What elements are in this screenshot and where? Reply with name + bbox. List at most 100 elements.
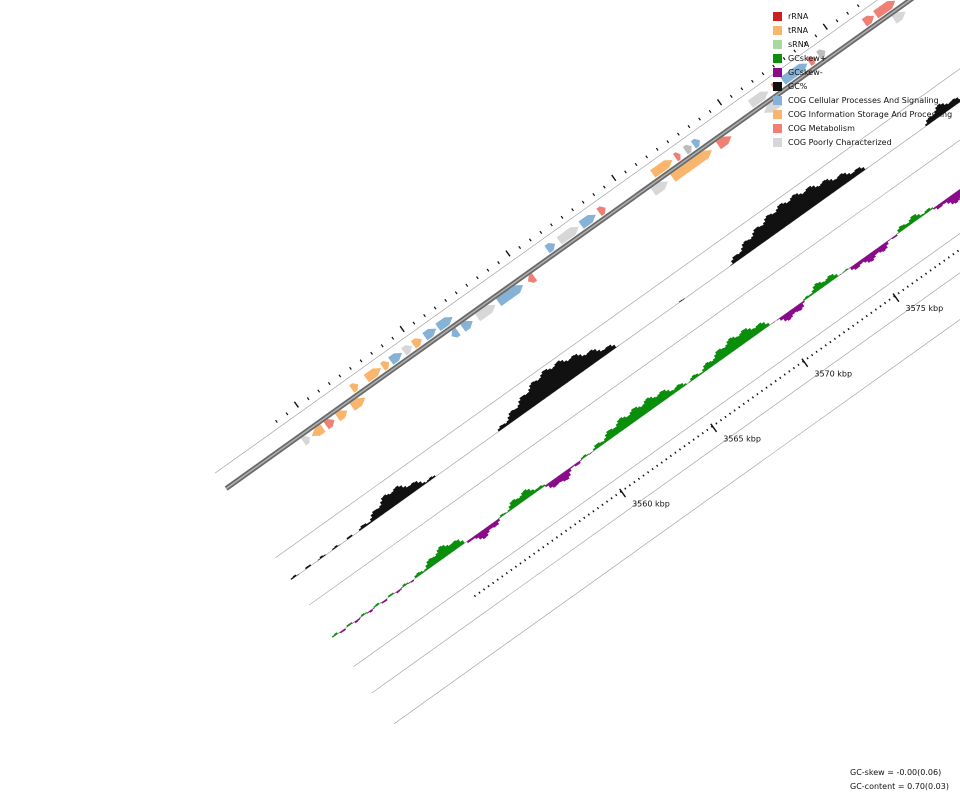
legend-swatch (773, 67, 782, 77)
scale-tick (698, 117, 701, 121)
ruler-dot (478, 591, 481, 594)
ruler-dot (605, 500, 609, 503)
legend-swatch (773, 81, 782, 91)
ruler-dot (473, 594, 477, 598)
ruler-dot (687, 441, 691, 445)
gc-skew-bar (950, 194, 959, 204)
gc-skew-bar (627, 414, 636, 423)
gc-skew-bar (514, 498, 521, 505)
gc-skew-bar (508, 504, 514, 511)
ruler-dot (829, 340, 832, 344)
scale-tick (423, 313, 426, 318)
gc-skew-bar (566, 468, 572, 473)
gc-skew-bar (648, 396, 658, 408)
ruler-dot (943, 259, 946, 262)
gc-skew-bar (737, 335, 746, 345)
legend-item-srna: sRNA (773, 37, 952, 51)
ruler-dot (820, 347, 823, 350)
gc-content-bar (600, 349, 607, 357)
gc-skew-bar (498, 516, 502, 519)
gc-skew-bar (707, 360, 714, 368)
scale-tick (687, 125, 691, 129)
ruler-dot (929, 269, 932, 272)
gc-content-bar (398, 485, 409, 498)
gc-skew-bar (872, 250, 878, 256)
gc-skew-bar (879, 244, 886, 252)
gc-content-bar (596, 349, 605, 359)
gc-skew-bar (876, 246, 883, 253)
gc-skew-bar (541, 484, 546, 488)
gc-skew-bar (425, 563, 431, 570)
gc-skew-bar (366, 611, 371, 614)
scale-tick (729, 94, 733, 98)
gene-arrow (388, 353, 403, 365)
gc-skew-bar (562, 471, 570, 481)
gc-skew-bar (549, 480, 557, 488)
gc-skew-bar (717, 348, 726, 359)
gc-content-bar (358, 527, 363, 531)
ruler-dot (628, 484, 631, 487)
ruler-dot (938, 262, 941, 266)
gc-content-bar (732, 255, 739, 263)
guide-line (332, 188, 960, 638)
gc-content-bar (395, 485, 407, 500)
gene-arrow (690, 138, 700, 149)
gc-content-bar (681, 298, 685, 301)
legend-label: sRNA (788, 39, 810, 49)
ruler-dot (788, 370, 791, 373)
gc-skew-bar (753, 326, 761, 334)
scale-tick (592, 193, 596, 197)
guide-line (291, 101, 960, 580)
gene-arrow (401, 345, 412, 356)
ruler-dot (651, 467, 654, 471)
ruler-dot (701, 432, 704, 435)
gene-arrow (435, 317, 453, 332)
gc-skew-bar (596, 442, 602, 448)
legend-item-gcskew-plus: GCskew+ (773, 51, 952, 65)
gc-skew-bar (820, 281, 826, 287)
ruler-dot (660, 461, 663, 464)
scale-tick (814, 34, 818, 38)
gc-content-bar (603, 348, 609, 355)
gc-content-bar (305, 565, 309, 570)
gc-content-bar (615, 345, 619, 348)
ruler-dot (601, 503, 604, 507)
gc-skew-bar (426, 560, 433, 568)
gc-content-bar (741, 242, 751, 254)
gc-skew-bar (522, 489, 531, 498)
legend-item-gcskew-minus: GCskew- (773, 65, 952, 79)
gc-skew-track (331, 189, 960, 638)
gc-content-bar (348, 534, 353, 538)
gc-content-bar (508, 411, 517, 421)
gc-skew-bar (686, 382, 690, 385)
gc-skew-bar (505, 511, 509, 514)
gc-content-bar (820, 182, 832, 197)
gc-content-bar (828, 178, 839, 191)
ruler-dot (824, 344, 827, 347)
gc-content-bar (805, 187, 819, 205)
scale-tick (677, 132, 680, 136)
ruler-dot (555, 536, 559, 539)
gc-content-bar (768, 213, 783, 231)
ruler-dot (911, 282, 914, 285)
gene-arrow (682, 144, 692, 155)
ruler-dot (619, 490, 622, 493)
legend-item-trna: tRNA (773, 23, 952, 37)
gc-content-bar (951, 98, 959, 106)
gene-arrow (380, 361, 390, 371)
gc-skew-bar (891, 236, 896, 240)
ruler-major-tick (619, 488, 627, 498)
gc-content-bar (377, 507, 385, 516)
gene-arrow (422, 328, 437, 341)
gc-skew-bar (629, 410, 639, 422)
gc-skew-bar (511, 498, 519, 507)
gc-skew-bar (679, 382, 685, 389)
gc-skew-bar (593, 444, 599, 450)
gc-content-bar (592, 348, 602, 360)
gc-content-bar (927, 116, 934, 123)
gc-skew-bar (448, 544, 455, 552)
gc-content-bar (837, 175, 846, 186)
gc-skew-bar (731, 336, 741, 348)
gc-skew-bar (743, 327, 753, 340)
scale-tick (602, 185, 606, 189)
